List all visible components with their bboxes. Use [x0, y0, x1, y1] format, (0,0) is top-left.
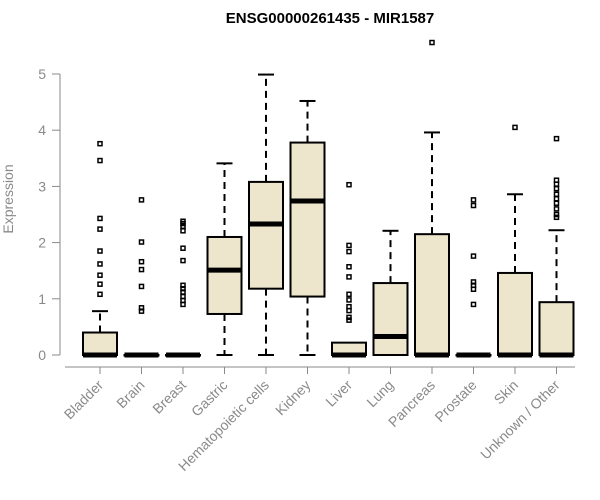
outlier-point [97, 272, 103, 278]
box-iqr [372, 282, 409, 356]
outlier-point [180, 228, 186, 234]
outlier-point [138, 266, 145, 273]
box-iqr [538, 301, 575, 356]
outlier-point [346, 264, 352, 270]
outlier-point [180, 223, 186, 230]
outlier-point [97, 140, 103, 147]
outlier-point [97, 261, 103, 267]
x-tick-label: Liver [322, 377, 355, 410]
outlier-point [470, 202, 477, 209]
outlier-point [553, 200, 560, 207]
x-tick-label: Prostate [431, 377, 479, 425]
box-group [497, 124, 533, 358]
outlier-point [180, 301, 186, 308]
outlier-point [138, 283, 145, 290]
y-tick-label: 5 [38, 66, 46, 82]
outlier-point [470, 301, 477, 308]
outlier-point [346, 291, 352, 298]
y-tick-label: 2 [38, 235, 46, 251]
box-group [289, 99, 326, 356]
x-tick-label: Brain [113, 377, 147, 411]
x-tick-label: Bladder [61, 377, 107, 423]
outlier-point [180, 257, 186, 264]
box-group [123, 197, 160, 358]
outlier-point [346, 314, 352, 321]
outlier-point [97, 226, 103, 232]
outlier-point [138, 239, 145, 245]
outlier-point [346, 317, 352, 323]
outlier-point [97, 248, 103, 254]
outlier-point [138, 197, 145, 203]
outlier-point [553, 214, 560, 221]
outlier-point [97, 281, 103, 287]
outlier-point [346, 274, 352, 280]
outlier-point [346, 297, 352, 303]
outlier-point [553, 211, 560, 218]
outlier-point [553, 191, 560, 198]
outlier-point [429, 39, 435, 46]
box-group [538, 135, 575, 358]
box-iqr [82, 331, 118, 356]
box-group [331, 181, 367, 358]
boxes-layer [82, 39, 575, 358]
outlier-point [346, 181, 352, 188]
box-iqr [248, 180, 284, 290]
outlier-point [553, 206, 560, 212]
outlier-point [97, 291, 103, 298]
outlier-point [512, 124, 518, 131]
x-tick-label: Unknown / Other [477, 377, 563, 463]
outlier-point [553, 185, 560, 192]
outlier-point [346, 242, 352, 249]
box-iqr [414, 233, 450, 356]
outlier-point [470, 253, 477, 259]
box-group [206, 162, 243, 356]
y-tick-label: 3 [38, 178, 46, 194]
x-tick-label: Skin [491, 377, 522, 408]
x-tick-label: Breast [149, 377, 189, 417]
box-iqr [206, 235, 243, 315]
outlier-point [138, 258, 145, 265]
box-group [455, 197, 492, 358]
box-group [82, 140, 118, 358]
box-group [165, 218, 201, 358]
box-iqr [497, 271, 533, 356]
x-tick-label: Lung [363, 377, 396, 410]
x-tick-label: Kidney [272, 377, 314, 419]
outlier-point [346, 248, 352, 255]
y-tick-label: 0 [38, 347, 46, 363]
outlier-point [180, 289, 186, 295]
box-group [372, 229, 409, 356]
y-tick-label: 4 [38, 122, 46, 138]
box-group [414, 39, 450, 358]
outlier-point [470, 286, 477, 292]
outlier-point [97, 157, 103, 164]
outlier-point [138, 308, 145, 314]
chart-title: ENSG00000261435 - MIR1587 [226, 10, 434, 27]
outlier-point [553, 181, 560, 187]
y-axis-label: Expression [0, 164, 16, 233]
y-axis: 0 1 2 3 4 5 [38, 66, 61, 363]
outlier-point [553, 196, 560, 202]
box-iqr [289, 141, 326, 298]
box-group [248, 73, 284, 356]
outlier-point [470, 197, 477, 203]
y-tick-label: 1 [38, 291, 46, 307]
outlier-point [180, 245, 186, 251]
outlier-point [180, 220, 186, 227]
outlier-point [553, 135, 560, 142]
outlier-point [346, 307, 352, 314]
outlier-point [97, 215, 103, 222]
